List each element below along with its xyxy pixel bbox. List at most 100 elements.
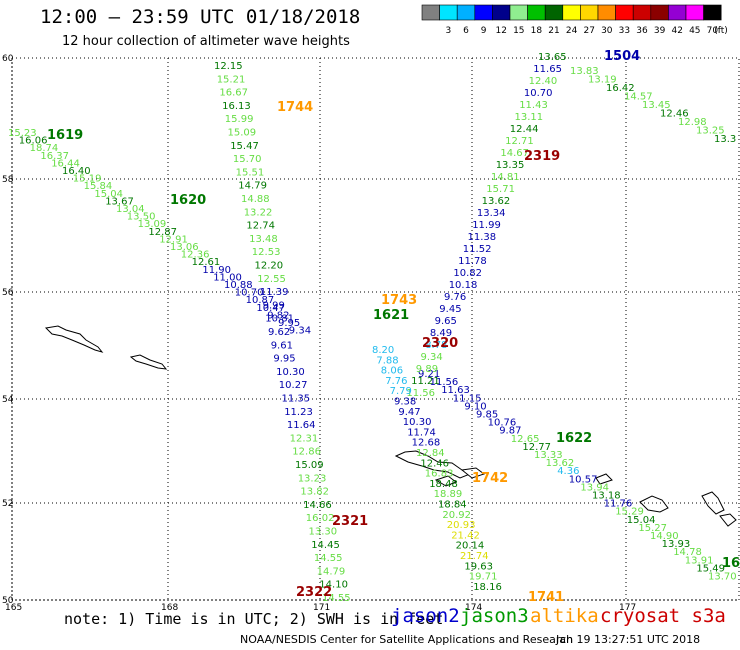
wave-height-value: 13.67 (105, 196, 134, 207)
wave-height-value: 20.93 (447, 520, 476, 531)
scale-label: 42 (671, 26, 682, 36)
pass-label: 1742 (472, 471, 508, 486)
scale-label: 15 (513, 26, 524, 36)
wave-height-value: 13.30 (309, 527, 338, 538)
scale-unit: (ft) (714, 26, 728, 36)
wave-height-value: 15.49 (696, 563, 725, 574)
wave-height-value: 9.89 (416, 364, 438, 375)
wave-height-value: 18.84 (438, 500, 467, 511)
wave-height-value: 16.83 (425, 469, 454, 480)
coastline (44, 325, 737, 527)
legend-jason3: jason3 (460, 605, 529, 627)
wave-height-value: 9.87 (499, 426, 521, 437)
wave-height-value: 11.38 (468, 232, 497, 243)
scale-label: 21 (548, 26, 559, 36)
wave-height-value: 13.48 (249, 234, 278, 245)
wave-height-value: 12.77 (522, 442, 551, 453)
wave-height-value: 15.23 (8, 128, 37, 139)
wave-height-value: 15.09 (228, 128, 257, 139)
wave-height-value: 8.49 (430, 328, 452, 339)
map-subtitle: 12 hour collection of altimeter wave hei… (62, 34, 350, 49)
footer-note: note: 1) Time is in UTC; 2) SWH is in fe… (64, 610, 444, 628)
wave-height-value: 12.61 (192, 257, 221, 268)
wave-height-value: 9.62 (268, 327, 290, 338)
island-shape (129, 354, 168, 370)
wave-height-value: 13.62 (546, 458, 575, 469)
wave-height-value: 12.53 (252, 247, 281, 258)
wave-height-value: 13.70 (708, 572, 737, 583)
wave-height-value: 8.20 (372, 345, 394, 356)
wave-height-value: 14.81 (491, 172, 520, 183)
wave-height-value: 15.27 (638, 523, 667, 534)
wave-height-value: 13.45 (642, 100, 671, 111)
scale-label: 27 (583, 26, 594, 36)
island-shape (460, 467, 486, 479)
wave-height-value: 13.23 (298, 473, 327, 484)
wave-height-value: 13.94 (580, 482, 609, 493)
pass-label: 1622 (556, 431, 592, 446)
wave-height-value: 11.43 (519, 100, 548, 111)
wave-height-value: 11.23 (284, 407, 313, 418)
longitude-label: 165 (5, 603, 22, 613)
pass-label: 16 (722, 556, 740, 571)
wave-height-value: 13.65 (538, 52, 567, 63)
wave-height-value: 11.74 (407, 427, 436, 438)
wave-height-value: 13.33 (534, 450, 563, 461)
wave-height-value: 10.27 (279, 380, 308, 391)
footer-timestamp: Jan 19 13:27:51 UTC 2018 (556, 633, 701, 646)
wave-height-value: 12.46 (660, 109, 689, 120)
wave-height-value: 20.92 (442, 510, 471, 521)
scale-label: 30 (601, 26, 613, 36)
wave-height-value: 11.56 (430, 377, 459, 388)
wave-height-value: 11.78 (458, 256, 487, 267)
latitude-label: 50 (2, 596, 14, 606)
wave-height-value: 10.82 (453, 268, 482, 279)
latitude-label: 52 (2, 499, 13, 509)
wave-height-value: 15.71 (486, 184, 515, 195)
pass-label: 1620 (170, 193, 206, 208)
wave-height-value: 12.98 (678, 117, 707, 128)
wave-height-value: 12.20 (255, 261, 284, 272)
wave-height-value: 13.3 (714, 134, 736, 145)
wave-height-tracks: 15.2316.0618.7416.3716.4416.4015.1915.84… (8, 52, 737, 604)
wave-height-value: 14.78 (673, 547, 702, 558)
wave-height-value: 15.99 (225, 114, 254, 125)
wave-height-value: 11.35 (282, 394, 311, 405)
wave-height-value: 14.67 (500, 148, 529, 159)
wave-height-value: 13.22 (244, 207, 273, 218)
wave-height-value: 9.34 (421, 352, 443, 363)
legend-altika: altika (530, 605, 599, 627)
wave-height-value: 11.90 (202, 265, 231, 276)
scale-label: 6 (463, 26, 469, 36)
wave-height-value: 14.45 (311, 540, 340, 551)
longitude-label: 171 (313, 603, 330, 613)
wave-height-value: 13.06 (170, 242, 199, 253)
scale-label: 36 (636, 26, 648, 36)
pass-label: 2320 (422, 336, 458, 351)
wave-height-value: 9.95 (278, 318, 300, 329)
legend-cryosat-s3a: cryosat s3a (600, 605, 726, 627)
wave-height-value: 8.06 (381, 366, 403, 377)
wave-height-value: 14.79 (317, 566, 346, 577)
wave-height-value: 10.57 (569, 474, 598, 485)
wave-height-value: 9.61 (271, 340, 293, 351)
wave-height-value: 11.15 (453, 393, 482, 404)
wave-height-value: 14.57 (624, 92, 653, 103)
wave-height-value: 11.39 (260, 287, 289, 298)
wave-height-value: 12.15 (214, 61, 243, 72)
wave-height-value: 4.36 (557, 466, 579, 477)
wave-height-value: 15.29 (615, 507, 644, 518)
wave-height-value: 7.79 (390, 386, 412, 397)
wave-height-value: 16.67 (219, 88, 248, 99)
wave-height-value: 10.76 (488, 418, 517, 429)
wave-height-value: 10.70 (235, 288, 264, 299)
wave-height-value: 21.42 (451, 530, 480, 541)
wave-height-value: 16.06 (19, 136, 48, 147)
latitude-label: 58 (2, 175, 14, 185)
pass-label: 1743 (381, 293, 417, 308)
island-shape (719, 513, 737, 527)
wave-height-value: 14.79 (238, 181, 267, 192)
wave-height-value: 9.38 (394, 397, 416, 408)
